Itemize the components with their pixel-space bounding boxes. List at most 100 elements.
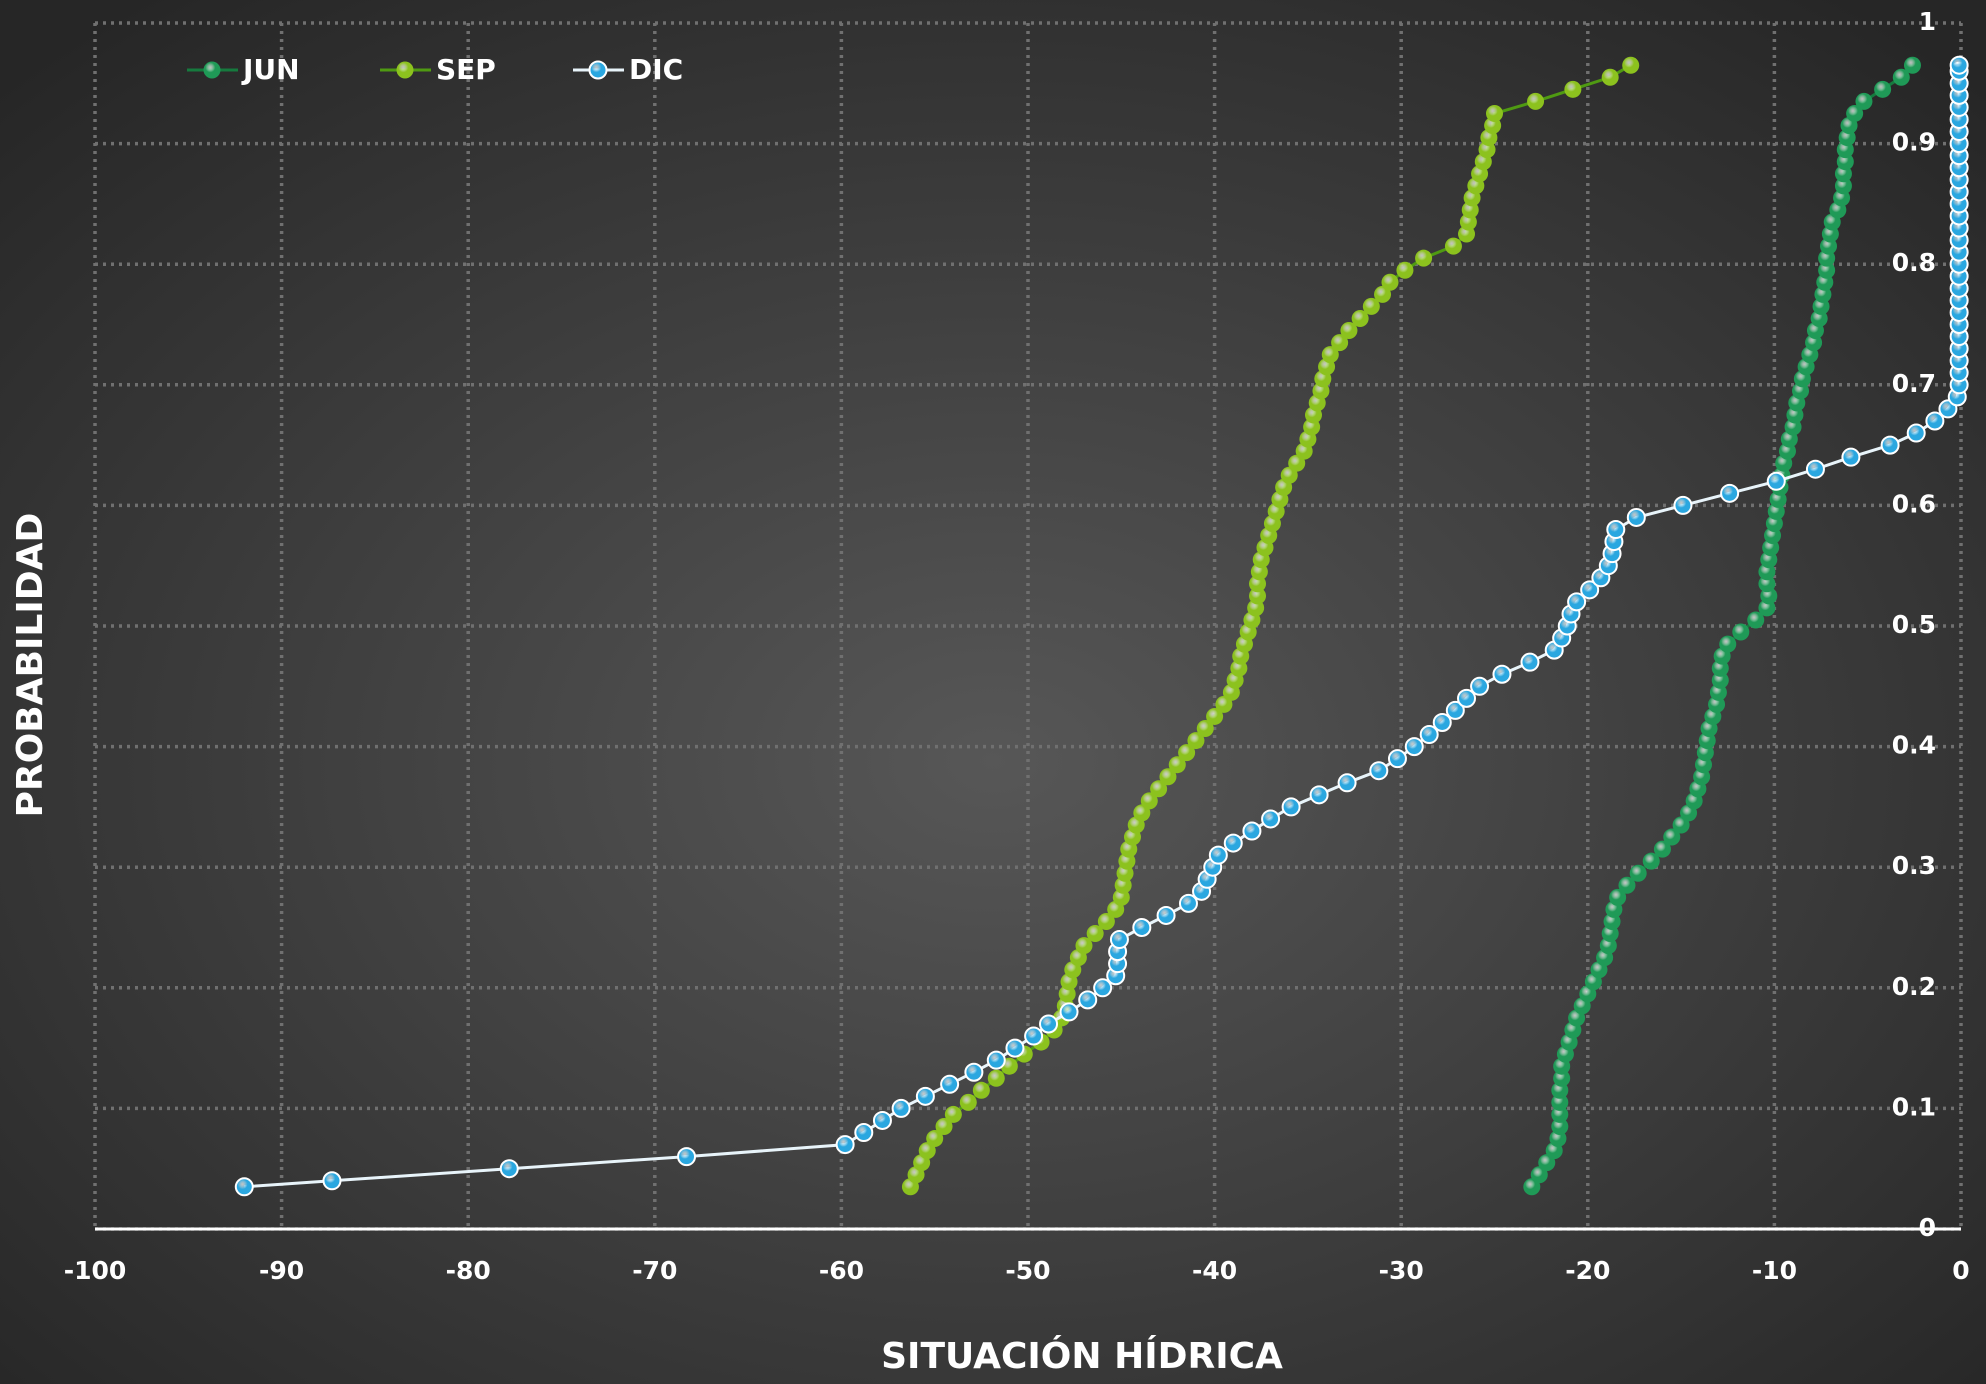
data-point: [1925, 411, 1945, 431]
data-point: [1527, 92, 1545, 110]
data-point: [926, 1130, 944, 1148]
data-point: [1242, 821, 1262, 841]
data-point: [234, 1177, 254, 1197]
y-tick-label: 0.9: [1892, 128, 1936, 157]
x-tick-label: -70: [632, 1256, 677, 1285]
x-tick-label: -30: [1379, 1256, 1424, 1285]
data-point: [1206, 707, 1224, 725]
data-point: [1156, 905, 1176, 925]
data-point: [1404, 737, 1424, 757]
data-point: [1109, 930, 1129, 950]
y-tick-label: 0.1: [1892, 1092, 1936, 1121]
legend-label: DIC: [629, 53, 683, 86]
data-point: [1261, 809, 1281, 829]
data-point: [987, 1069, 1005, 1087]
data-point: [940, 1074, 960, 1094]
data-point: [1086, 925, 1104, 943]
y-tick-label: 0.2: [1892, 972, 1936, 1001]
data-point: [1551, 1093, 1569, 1111]
data-point: [1846, 104, 1864, 122]
y-tick-label: 0.4: [1892, 731, 1936, 760]
data-point: [1653, 840, 1671, 858]
data-point: [1178, 744, 1196, 762]
data-point: [1159, 768, 1177, 786]
data-point: [1470, 676, 1490, 696]
data-point: [1606, 520, 1626, 540]
data-point: [1553, 1069, 1571, 1087]
data-point: [1196, 720, 1214, 738]
data-point: [1673, 495, 1693, 515]
x-tick-label: 0: [1952, 1256, 1969, 1285]
x-tick-label: -60: [819, 1256, 864, 1285]
data-point: [1492, 664, 1512, 684]
x-tick-label: -50: [1005, 1256, 1050, 1285]
legend-label: JUN: [241, 53, 300, 86]
data-point: [891, 1098, 911, 1118]
data-point: [915, 1086, 935, 1106]
data-point: [1719, 635, 1737, 653]
y-tick-label: 0.7: [1892, 369, 1936, 398]
data-point: [1362, 297, 1380, 315]
data-point: [1419, 725, 1439, 745]
data-point: [1223, 833, 1243, 853]
data-point: [854, 1123, 874, 1143]
data-point: [935, 1117, 953, 1135]
data-point: [1609, 888, 1627, 906]
data-point: [1949, 55, 1969, 75]
data-point: [1551, 1105, 1569, 1123]
plot-area: [234, 55, 1969, 1197]
legend-marker: [588, 60, 608, 80]
data-point: [1805, 459, 1825, 479]
data-point: [1601, 68, 1619, 86]
data-point: [1445, 700, 1465, 720]
data-point: [677, 1147, 697, 1167]
data-point: [1564, 80, 1582, 98]
data-point: [1075, 937, 1093, 955]
data-point: [1732, 623, 1750, 641]
data-point: [1024, 1026, 1044, 1046]
data-point: [1140, 792, 1158, 810]
data-point: [1415, 249, 1433, 267]
y-tick-label: 0.3: [1892, 851, 1936, 880]
x-tick-label: -100: [64, 1256, 127, 1285]
data-point: [835, 1135, 855, 1155]
data-point: [1097, 912, 1115, 930]
data-point: [1834, 177, 1852, 195]
data-point: [1855, 92, 1873, 110]
y-tick-label: 0.8: [1892, 248, 1936, 277]
data-point: [1747, 611, 1765, 629]
y-tick-label: 0.6: [1892, 489, 1936, 518]
legend-marker: [203, 61, 221, 79]
data-point: [1168, 756, 1186, 774]
data-point: [1249, 587, 1267, 605]
data-point: [1642, 852, 1660, 870]
data-point: [1766, 471, 1786, 491]
data-point: [1457, 688, 1477, 708]
data-point: [1387, 749, 1407, 769]
data-point: [1132, 918, 1152, 937]
data-point: [1369, 761, 1389, 781]
data-point: [1841, 447, 1861, 467]
data-point: [1874, 80, 1892, 98]
legend-label: SEP: [436, 53, 496, 86]
data-point: [1711, 671, 1729, 689]
data-point: [1059, 1002, 1079, 1022]
data-point: [1093, 978, 1113, 998]
data-point: [1622, 56, 1640, 74]
data-point: [1432, 712, 1452, 732]
data-point: [1551, 1117, 1569, 1135]
data-point: [1331, 334, 1349, 352]
data-point: [1351, 309, 1369, 327]
data-point: [1178, 893, 1198, 913]
data-point: [1187, 732, 1205, 750]
data-point: [1906, 423, 1926, 443]
data-point: [1880, 435, 1900, 455]
y-axis-title: PROBABILIDAD: [10, 513, 51, 818]
data-point: [499, 1159, 519, 1179]
data-point: [1626, 507, 1646, 527]
x-tick-label: -40: [1192, 1256, 1237, 1285]
data-point: [1381, 273, 1399, 291]
data-point: [1618, 876, 1636, 894]
data-point: [1208, 845, 1228, 865]
